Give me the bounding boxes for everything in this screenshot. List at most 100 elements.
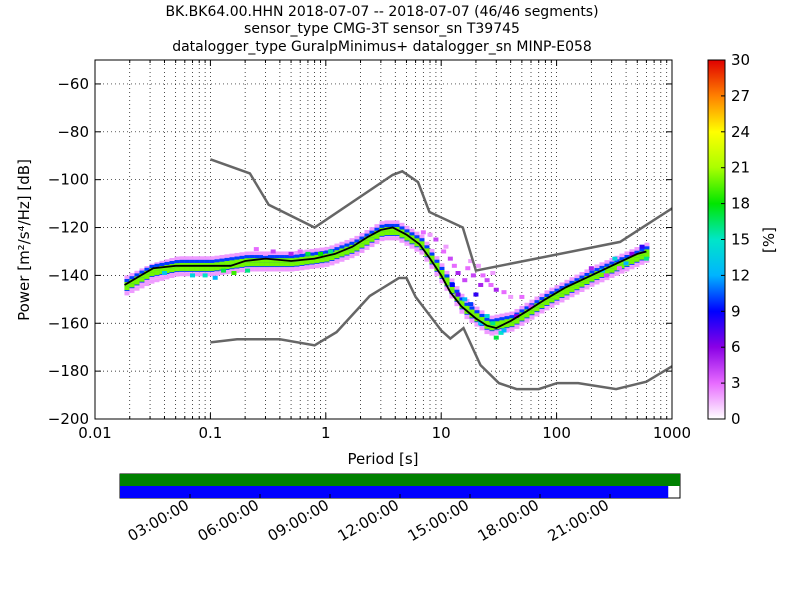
density-cell [524, 313, 530, 318]
density-cell [414, 231, 420, 236]
density-cell [184, 266, 190, 271]
density-cell [519, 294, 525, 299]
density-cell [459, 309, 465, 314]
density-cell [433, 237, 439, 242]
density-cell [414, 247, 420, 252]
density-cell [624, 267, 630, 272]
density-cell [478, 321, 484, 326]
timeline-tick-label: 12:00:00 [335, 496, 402, 545]
x-axis-label: Period [s] [347, 450, 418, 468]
density-cell [539, 304, 545, 309]
density-cell [379, 231, 385, 236]
density-cell [454, 286, 460, 291]
density-cell [149, 279, 155, 284]
density-cell [564, 295, 570, 300]
density-cell [544, 290, 550, 295]
density-cell [134, 280, 140, 285]
density-cell [389, 231, 395, 236]
density-cell [264, 255, 270, 260]
density-cell [354, 239, 360, 244]
density-cell [629, 255, 635, 260]
density-cell [161, 271, 167, 276]
density-cell [324, 250, 330, 255]
density-cell [429, 264, 435, 269]
density-cell [464, 305, 470, 310]
density-cell [324, 257, 330, 262]
density-cell [449, 289, 455, 294]
density-cell [369, 237, 375, 242]
density-cell [634, 250, 640, 255]
density-cell [204, 256, 210, 261]
density-cell [554, 291, 560, 296]
density-cell [574, 290, 580, 295]
density-cell [344, 255, 350, 260]
density-cell [514, 324, 520, 329]
density-cell [604, 276, 610, 281]
density-cell [444, 277, 450, 282]
density-cell [154, 266, 160, 271]
density-cell [462, 297, 468, 302]
density-cell [444, 274, 450, 279]
density-cell [199, 266, 205, 271]
density-cell [409, 228, 415, 233]
density-cell [364, 233, 370, 238]
density-cell [454, 289, 460, 294]
density-cell [644, 258, 650, 263]
density-cell [504, 323, 510, 328]
density-cell [262, 251, 268, 256]
density-cell [319, 247, 325, 252]
density-cell [594, 275, 600, 280]
density-cell [124, 278, 130, 283]
density-cell [239, 262, 245, 267]
density-cell [644, 242, 650, 247]
density-cell [149, 268, 155, 273]
density-cell [494, 318, 500, 323]
density-cell [439, 279, 445, 284]
timeline-bars [120, 474, 680, 498]
colorbar-tick-label: 3 [731, 374, 741, 392]
density-cell [559, 293, 565, 298]
y-axis: −200 −180 −160 −140 −120 −100 −80 −60 [48, 75, 672, 428]
density-cell [459, 293, 465, 298]
density-cell [499, 313, 505, 318]
density-cell [239, 252, 245, 257]
density-cell [189, 266, 195, 271]
density-cell [534, 312, 540, 317]
density-cell [462, 278, 468, 283]
y-tick-label: −180 [48, 362, 89, 380]
density-cell [294, 254, 300, 259]
density-cell [624, 251, 630, 256]
density-cell [494, 321, 500, 326]
density-cell [224, 270, 230, 275]
density-cell [614, 262, 620, 267]
density-cell [394, 236, 400, 241]
density-cell [479, 313, 485, 318]
y-tick-label: −60 [57, 75, 89, 93]
density-cell [359, 236, 365, 241]
density-cell [639, 251, 645, 256]
density-cell [374, 224, 380, 229]
density-cell [374, 227, 380, 232]
density-cell [534, 296, 540, 301]
density-cell [434, 259, 440, 264]
density-cell [384, 236, 390, 241]
density-cell [269, 258, 275, 263]
density-cell [498, 330, 504, 335]
density-cell [499, 320, 505, 325]
density-cell [614, 259, 620, 264]
density-cell [499, 317, 505, 322]
colorbar-label: [%] [760, 227, 778, 253]
density-cell [599, 278, 605, 283]
density-cell [468, 259, 474, 264]
colorbar-tick-label: 6 [731, 338, 741, 356]
density-cell [234, 259, 240, 264]
x-tick-label: 100 [542, 424, 571, 442]
colorbar-tick-label: 18 [731, 195, 750, 213]
density-cell [289, 255, 295, 260]
density-cell [199, 259, 205, 264]
density-cell [434, 262, 440, 267]
density-cell [389, 236, 395, 241]
density-cell [324, 246, 330, 251]
density-cell [264, 267, 270, 272]
density-cell [419, 234, 425, 239]
